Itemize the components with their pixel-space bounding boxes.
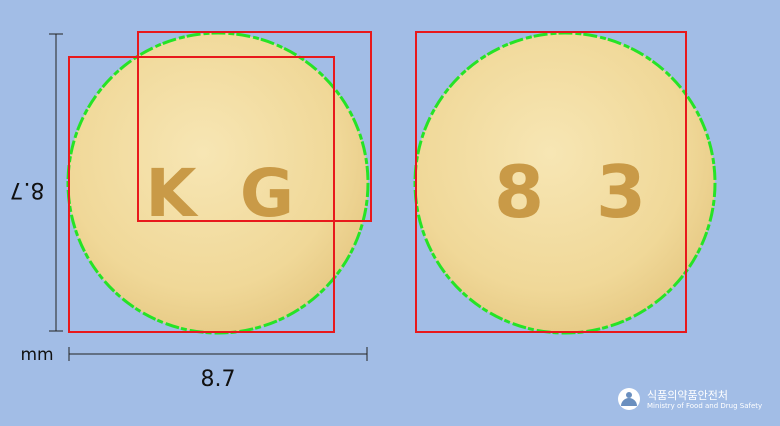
left-tablet-imprint-left: K [145, 155, 199, 232]
left-tablet: K G [66, 31, 370, 335]
units-label: mm [20, 345, 53, 365]
right-tablet: 8 3 [413, 31, 717, 335]
footer-logo-block: 식품의약품안전처 Ministry of Food and Drug Safet… [618, 386, 768, 416]
right-tablet-imprint-left: 8 [494, 150, 546, 234]
width-label: 8.7 [201, 367, 236, 392]
left-tablet-body [68, 33, 368, 333]
height-dimension [49, 33, 63, 332]
right-tablet-imprint-right: 3 [596, 150, 648, 234]
left-tablet-imprint-right: G [240, 155, 296, 232]
left-detection-box-outer [68, 56, 335, 333]
footer-title-ko: 식품의약품안전처 [647, 389, 728, 402]
mfds-logo-icon [618, 388, 640, 410]
footer-title-en: Ministry of Food and Drug Safety [647, 402, 763, 410]
right-tablet-body [415, 33, 715, 333]
height-label: 8.7 [10, 177, 45, 202]
left-detection-box-imprint [137, 31, 372, 222]
right-detection-box [415, 31, 687, 333]
width-dimension [68, 347, 368, 361]
